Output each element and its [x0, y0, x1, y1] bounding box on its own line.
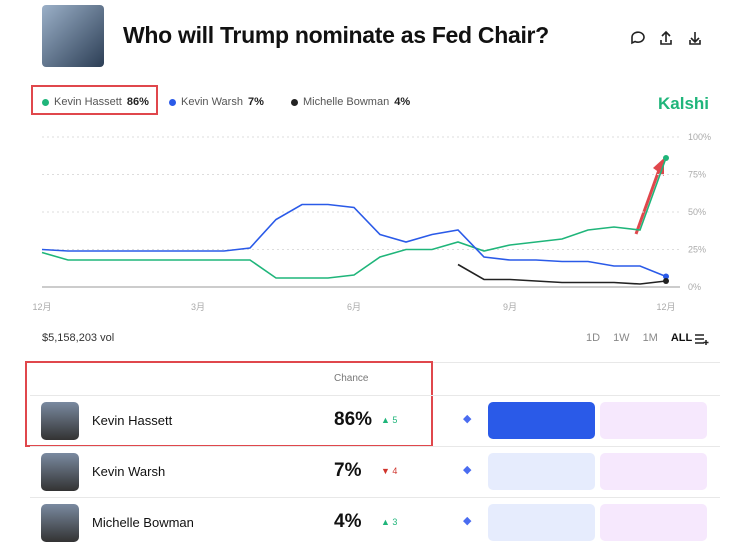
change: ▼ 4 [381, 466, 397, 476]
range-button[interactable]: ALL [670, 332, 693, 344]
x-tick-label: 6月 [347, 302, 361, 312]
no-button[interactable] [600, 453, 707, 490]
range-buttons: 1D 1W 1M ALL [586, 332, 692, 344]
chance: 86% [334, 409, 373, 430]
table-header: Chance [334, 373, 369, 384]
end-dot [663, 273, 669, 280]
change-value: 5 [392, 415, 398, 425]
legend-item: Michelle Bowman 4% [291, 96, 410, 108]
no-button[interactable] [600, 402, 707, 439]
candidate-name: Michelle Bowman [92, 515, 194, 530]
legend-item: Kevin Warsh 7% [169, 96, 264, 108]
end-dot [663, 278, 669, 284]
end-dot [663, 155, 669, 161]
legend-value: 4% [394, 96, 411, 108]
legend-item: Kevin Hassett 86% [42, 96, 149, 108]
avatar [41, 453, 79, 491]
legend-value: 7% [247, 96, 264, 108]
change: ▲ 3 [381, 517, 397, 527]
legend-dot [169, 98, 176, 106]
brand: Kalshi [658, 94, 710, 113]
y-tick-label: 75% [688, 170, 706, 180]
candidate-name: Kevin Hassett [92, 413, 173, 428]
avatar [41, 504, 79, 542]
chance: 7% [334, 460, 362, 481]
change-arrow: ▲ [381, 415, 393, 425]
change-value: 4 [392, 466, 398, 476]
y-tick-label: 100% [688, 132, 711, 142]
change-arrow: ▲ [381, 517, 393, 527]
highlight-box [31, 85, 158, 115]
actions[interactable] [628, 28, 708, 48]
change: ▲ 5 [381, 415, 397, 425]
yes-button[interactable] [488, 504, 595, 541]
market-image [42, 5, 104, 67]
series-line [41, 157, 667, 279]
diamond-icon: ◆ [463, 464, 472, 476]
range-button[interactable]: 1M [642, 332, 658, 344]
no-button[interactable] [600, 504, 707, 541]
change-value: 3 [392, 517, 398, 527]
change-arrow: ▼ [381, 466, 393, 476]
avatar [41, 402, 79, 440]
y-tick-label: 50% [688, 207, 706, 217]
chart: 0% 25% 50% 75% 100% 12月 3月 6月 9月 12月 [32, 132, 711, 312]
series-line [457, 263, 667, 285]
diamond-icon: ◆ [463, 515, 472, 527]
x-tick-label: 3月 [191, 302, 205, 312]
market-row: Kevin Warsh 7% ▼ 4 ◆ [30, 446, 720, 498]
menu-icon[interactable] [695, 333, 709, 345]
legend-dot [42, 98, 49, 106]
market-row: Kevin Hassett 86% ▲ 5 ◆ [30, 395, 720, 447]
title: Who will Trump nominate as Fed Chair? [123, 22, 549, 48]
chance: 4% [334, 511, 362, 532]
range-button[interactable]: 1D [586, 332, 601, 344]
y-tick-label: 25% [688, 245, 706, 255]
x-tick-label: 9月 [503, 302, 517, 312]
legend-label: Kevin Hassett [54, 96, 122, 108]
candidate-name: Kevin Warsh [92, 464, 166, 479]
yes-button[interactable] [488, 453, 595, 490]
y-tick-label: 0% [688, 282, 701, 292]
yes-button[interactable] [488, 402, 595, 439]
series-line [41, 203, 667, 278]
legend-value: 86% [126, 96, 149, 108]
market-row: Michelle Bowman 4% ▲ 3 ◆ [30, 497, 720, 549]
range-button[interactable]: 1W [613, 332, 630, 344]
x-tick-label: 12月 [656, 302, 675, 312]
legend-label: Kevin Warsh [181, 96, 243, 108]
legend-dot [291, 98, 298, 106]
legend-label: Michelle Bowman [303, 96, 390, 108]
volume: $5,158,203 vol [42, 332, 115, 344]
x-tick-label: 12月 [32, 302, 51, 312]
diamond-icon: ◆ [463, 413, 472, 425]
